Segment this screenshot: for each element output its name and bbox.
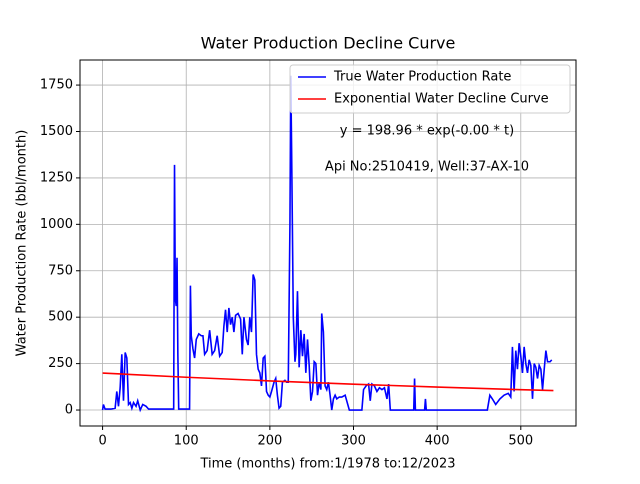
annotation: y = 198.96 * exp(-0.00 * t) (340, 124, 514, 139)
y-tick-label: 750 (48, 263, 73, 278)
x-tick-label: 200 (257, 434, 282, 449)
x-tick-label: 100 (174, 434, 199, 449)
y-tick-label: 500 (48, 310, 73, 325)
x-tick-label: 0 (98, 434, 106, 449)
y-tick-label: 1750 (40, 78, 73, 93)
y-axis-label: Water Production Rate (bbl/month) (15, 130, 30, 357)
legend-box (289, 64, 571, 114)
y-tick-label: 1000 (40, 217, 73, 232)
y-tick-label: 1250 (40, 170, 73, 185)
chart-title: Water Production Decline Curve (201, 34, 456, 53)
x-tick-label: 400 (425, 434, 450, 449)
x-axis-label: Time (months) from:1/1978 to:12/2023 (199, 457, 455, 472)
legend-label: True Water Production Rate (333, 70, 511, 85)
x-tick-label: 300 (341, 434, 366, 449)
y-tick-label: 1500 (40, 124, 73, 139)
legend-label: Exponential Water Decline Curve (334, 92, 549, 107)
y-tick-label: 0 (65, 403, 73, 418)
data-line (102, 372, 554, 392)
x-tick-label: 500 (508, 434, 533, 449)
annotation: Api No:2510419, Well:37-AX-10 (325, 160, 529, 175)
y-tick-label: 250 (48, 356, 73, 371)
plot-frame (79, 59, 577, 427)
